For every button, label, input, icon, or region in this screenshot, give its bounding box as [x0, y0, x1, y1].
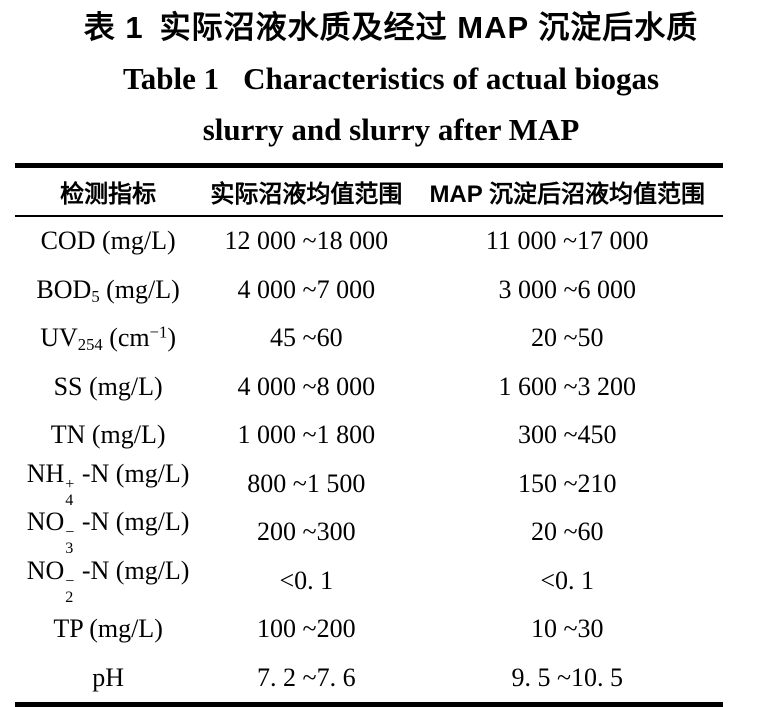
column-header-after-map: MAP 沉淀后沼液均值范围 — [429, 181, 706, 208]
actual-value-cell: 100 ~200 — [257, 614, 356, 644]
table-row: NO −2 -N (mg/L) <0. 1 <0. 1 — [15, 555, 723, 606]
column-header-actual-slurry: 实际沼液均值范围 — [210, 181, 403, 208]
table-row: BOD5 (mg/L) 4 000 ~7 000 3 000 ~6 000 — [15, 266, 723, 315]
indicator-cell: SS (mg/L) — [53, 371, 163, 401]
table-title-en-line2: slurry and slurry after MAP — [202, 112, 580, 147]
indicator-cell: UV254 (cm−1) — [40, 322, 176, 355]
actual-value-cell: 12 000 ~18 000 — [224, 226, 389, 256]
actual-value-cell: 1 000 ~1 800 — [237, 420, 376, 450]
table-body: COD (mg/L) 12 000 ~18 000 11 000 ~17 000 BO… — [15, 217, 723, 702]
table-row: NH +4 -N (mg/L) 800 ~1 500 150 ~210 — [15, 458, 723, 509]
chem-subsup: −3 — [65, 524, 75, 558]
after-map-value-cell: 3 000 ~6 000 — [498, 274, 637, 304]
actual-value-cell: 4 000 ~7 000 — [237, 274, 376, 304]
table-title-zh: 表 1 实际沼液水质及经过 MAP 沉淀后水质 — [0, 6, 782, 50]
after-map-value-cell: 20 ~60 — [530, 517, 604, 547]
table-row: TP (mg/L) 100 ~200 10 ~30 — [15, 605, 723, 654]
indicator-cell: NH +4 -N (mg/L) — [26, 458, 190, 509]
table-row: pH 7. 2 ~7. 6 9. 5 ~10. 5 — [15, 654, 723, 703]
actual-value-cell: <0. 1 — [279, 565, 334, 595]
chem-subsup: +4 — [65, 475, 75, 509]
after-map-value-cell: <0. 1 — [540, 565, 595, 595]
indicator-cell: NO −2 -N (mg/L) — [26, 555, 190, 606]
actual-value-cell: 200 ~300 — [257, 517, 356, 547]
table-row: TN (mg/L) 1 000 ~1 800 300 ~450 — [15, 411, 723, 460]
indicator-cell: TN (mg/L) — [50, 420, 166, 450]
table-title-en-label: Table 1 — [122, 61, 220, 96]
table-title-en-line1: Table 1 Characteristics of actual biogas — [0, 59, 782, 99]
after-map-value-cell: 9. 5 ~10. 5 — [511, 662, 624, 692]
after-map-value-cell: 11 000 ~17 000 — [485, 226, 649, 256]
actual-value-cell: 45 ~60 — [270, 323, 343, 353]
indicator-cell: NO −3 -N (mg/L) — [26, 507, 190, 558]
after-map-value-cell: 1 600 ~3 200 — [498, 371, 637, 401]
after-map-value-cell: 300 ~450 — [517, 420, 617, 450]
table-header-row: 检测指标 实际沼液均值范围 MAP 沉淀后沼液均值范围 — [15, 168, 723, 217]
water-quality-table: 检测指标 实际沼液均值范围 MAP 沉淀后沼液均值范围 COD (mg/L) 12… — [15, 163, 723, 707]
indicator-cell: pH — [92, 662, 124, 692]
indicator-cell: COD (mg/L) — [40, 226, 176, 256]
actual-value-cell: 800 ~1 500 — [247, 468, 366, 498]
table-title-zh-label: 表 1 — [83, 10, 144, 45]
table-row: NO −3 -N (mg/L) 200 ~300 20 ~60 — [15, 507, 723, 558]
indicator-cell: BOD5 (mg/L) — [36, 274, 180, 306]
chem-subsup: −2 — [65, 572, 75, 606]
table-title-zh-text: 实际沼液水质及经过 MAP 沉淀后水质 — [159, 10, 699, 45]
after-map-value-cell: 150 ~210 — [517, 468, 617, 498]
indicator-cell: TP (mg/L) — [53, 614, 163, 644]
after-map-value-cell: 20 ~50 — [530, 323, 604, 353]
table-row: COD (mg/L) 12 000 ~18 000 11 000 ~17 000 — [15, 217, 723, 266]
actual-value-cell: 4 000 ~8 000 — [237, 371, 376, 401]
table-title-en-text: Characteristics of actual biogas — [243, 61, 660, 96]
column-header-indicator: 检测指标 — [60, 181, 157, 208]
actual-value-cell: 7. 2 ~7. 6 — [257, 662, 356, 692]
table-row: SS (mg/L) 4 000 ~8 000 1 600 ~3 200 — [15, 363, 723, 412]
after-map-value-cell: 10 ~30 — [530, 614, 604, 644]
table-row: UV254 (cm−1) 45 ~60 20 ~50 — [15, 314, 723, 363]
